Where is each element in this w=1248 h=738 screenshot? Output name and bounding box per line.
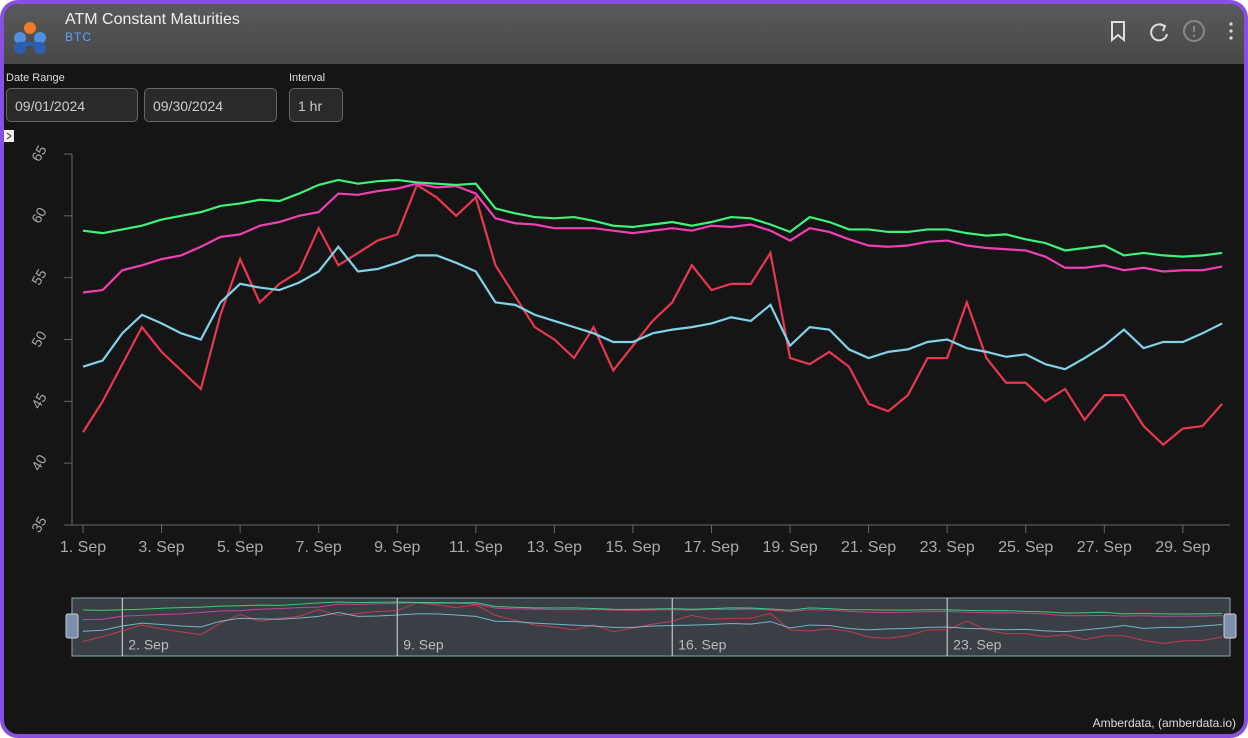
x-tick-label: 11. Sep xyxy=(449,539,503,556)
legend-item[interactable]: ATM 3 xyxy=(250,682,317,684)
legend-label: ATM 60 xyxy=(824,682,879,684)
legend-label: ATM 21 xyxy=(602,682,658,684)
legend-label: ATM 180 xyxy=(1045,682,1110,684)
start-date-input[interactable]: 09/01/2024 xyxy=(6,88,138,122)
x-tick-label: 29. Sep xyxy=(1155,539,1210,556)
navigator-tick-label: 2. Sep xyxy=(128,637,169,653)
y-tick-label: 35 xyxy=(28,513,50,535)
navigator-tick-label: 23. Sep xyxy=(953,637,1001,653)
legend-item[interactable]: ATM 30 xyxy=(693,682,768,684)
legend-item[interactable]: ATM 2 xyxy=(139,682,206,684)
legend-item[interactable]: ATM 14 xyxy=(471,682,547,684)
series-line xyxy=(82,178,1223,258)
interval-select[interactable]: 1 hr xyxy=(289,88,343,122)
y-tick-label: 40 xyxy=(28,452,50,474)
y-tick-label: 65 xyxy=(28,142,50,164)
date-range-label: Date Range xyxy=(6,72,65,84)
y-tick-label: 55 xyxy=(28,266,50,288)
x-tick-label: 13. Sep xyxy=(527,539,582,556)
x-tick-label: 7. Sep xyxy=(296,539,342,556)
x-tick-label: 17. Sep xyxy=(684,539,739,556)
navigator-line xyxy=(82,601,1223,615)
navigator-line xyxy=(82,602,1223,621)
refresh-icon[interactable] xyxy=(1150,23,1168,42)
navigator-tick-label: 9. Sep xyxy=(403,637,444,653)
end-date-input[interactable]: 09/30/2024 xyxy=(144,88,277,122)
widget-subtitle: BTC xyxy=(65,30,92,44)
legend-item[interactable]: ATM 90 xyxy=(914,682,989,684)
bookmark-icon[interactable] xyxy=(1111,21,1125,43)
y-tick-label: 50 xyxy=(28,328,50,350)
navigator-handle xyxy=(1223,613,1237,639)
widget-title: ATM Constant Maturities xyxy=(65,11,240,28)
legend-label: ATM 14 xyxy=(491,682,547,684)
info-icon[interactable] xyxy=(1183,20,1205,42)
x-tick-label: 5. Sep xyxy=(217,539,263,556)
toolbar xyxy=(1111,20,1233,43)
navigator-handle xyxy=(65,613,79,639)
legend-label: ATM 2 xyxy=(159,682,206,684)
chart: 35 40 45 50 55 60 65 1. Sep 3. Sep 5. Sep 7. Sep 9.… xyxy=(28,142,1237,684)
legend-item[interactable]: ATM 180 xyxy=(1025,682,1110,684)
x-tick-label: 9. Sep xyxy=(374,539,420,556)
series-line xyxy=(82,182,1223,294)
legend-label: ATM 3 xyxy=(270,682,317,684)
x-tick-label: 1. Sep xyxy=(60,539,106,556)
navigator-frame xyxy=(71,597,1231,657)
credit: Amberdata, (amberdata.io) xyxy=(1092,716,1236,730)
x-tick-label: 3. Sep xyxy=(138,539,184,556)
x-tick-label: 15. Sep xyxy=(605,539,660,556)
legend-label: ATM 90 xyxy=(934,682,989,684)
legend-item[interactable]: ATM 60 xyxy=(804,682,879,684)
logo xyxy=(14,22,46,54)
legend-item[interactable]: ATM 21 xyxy=(582,682,658,684)
series-line xyxy=(82,244,1223,371)
x-tick-label: 21. Sep xyxy=(841,539,896,556)
legend-item[interactable]: ATM 1 xyxy=(28,682,95,684)
x-tick-label: 27. Sep xyxy=(1077,539,1132,556)
navigator-tick-label: 16. Sep xyxy=(678,637,726,653)
interval-label: Interval xyxy=(289,72,326,84)
header-bar: ATM Constant Maturities BTC xyxy=(4,4,1244,64)
menu-icon[interactable] xyxy=(1229,22,1233,40)
x-tick-label: 23. Sep xyxy=(920,539,975,556)
expand-toggle[interactable] xyxy=(4,130,14,142)
legend-label: ATM 7 xyxy=(380,682,426,684)
x-tick-label: 25. Sep xyxy=(998,539,1053,556)
legend-label: ATM 1 xyxy=(48,682,95,684)
legend-item[interactable]: ATM 7 xyxy=(360,682,426,684)
x-tick-label: 19. Sep xyxy=(762,539,817,556)
y-tick-label: 45 xyxy=(28,390,50,412)
legend-label: ATM 30 xyxy=(713,682,768,684)
y-tick-label: 60 xyxy=(28,204,50,226)
navigator-line xyxy=(82,611,1223,633)
